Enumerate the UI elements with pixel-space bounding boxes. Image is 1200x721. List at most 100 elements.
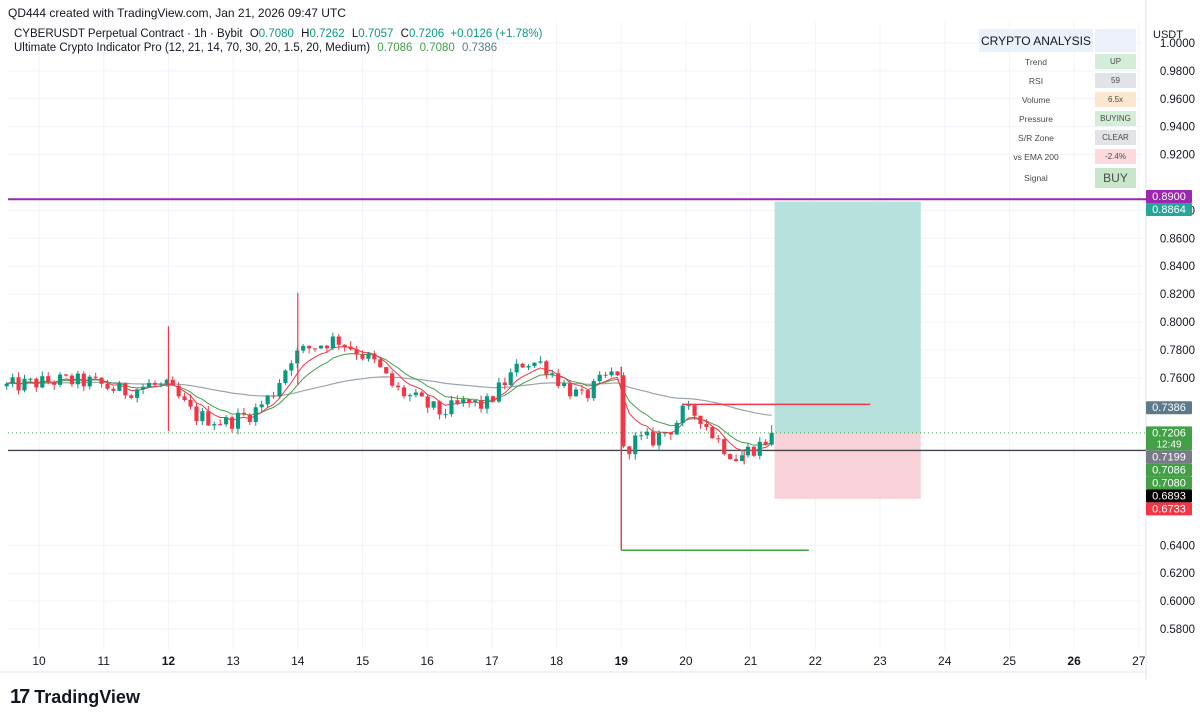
price-label-text: 0.8864 <box>1152 204 1186 216</box>
candle-body <box>75 373 80 385</box>
candle-body <box>360 354 365 359</box>
candle-body <box>57 374 63 385</box>
table-row-value: CLEAR <box>1095 130 1136 145</box>
candle-body <box>603 374 608 376</box>
candle-body <box>633 435 638 455</box>
legend-open: 0.7080 <box>258 28 294 40</box>
x-tick-label: 20 <box>679 654 693 668</box>
chart-grid <box>0 0 1147 680</box>
table-row: RSI 59 <box>979 71 1136 90</box>
table-row: vs EMA 200 -2.4% <box>979 147 1136 166</box>
x-tick-label: 13 <box>226 654 240 668</box>
price-label: 0.7080 <box>1146 476 1192 490</box>
candle-body <box>401 387 407 397</box>
y-tick-label: 0.5800 <box>1160 624 1195 636</box>
price-label-bg <box>1146 489 1192 503</box>
price-label-text: 0.7080 <box>1152 477 1186 489</box>
candle-body <box>769 432 774 445</box>
legend-high-label: H <box>301 28 310 40</box>
candle-body <box>728 454 733 460</box>
axis-unit[interactable]: USDT <box>1153 29 1183 41</box>
candle-body <box>413 392 418 396</box>
candle-body <box>627 446 632 455</box>
table-row-label: vs EMA 200 <box>1013 151 1059 162</box>
price-label: 0.7199 <box>1146 450 1192 464</box>
x-tick-label: 27 <box>1132 654 1146 668</box>
legend-high: 0.7262 <box>309 28 345 40</box>
tradingview-logo[interactable]: 17 TradingView <box>10 686 140 709</box>
table-row: S/R Zone CLEAR <box>979 128 1136 147</box>
candle-body <box>69 375 75 385</box>
candle-body <box>271 395 276 397</box>
legend-indicator-row[interactable]: Ultimate Crypto Indicator Pro (12, 21, 1… <box>14 42 497 54</box>
candle-body <box>520 363 525 368</box>
candle-body <box>330 336 335 349</box>
candle-body <box>283 370 288 383</box>
table-row-label: Pressure <box>1018 113 1053 124</box>
tradingview-logo-text: TradingView <box>34 687 140 707</box>
price-label: 0.6733 <box>1146 502 1192 516</box>
candle-body <box>639 435 644 437</box>
y-tick-label: 0.9600 <box>1160 94 1195 106</box>
price-label-bg <box>1146 450 1192 464</box>
candle-body <box>550 373 555 375</box>
candle-body <box>508 372 513 386</box>
price-label-bg <box>1146 202 1192 216</box>
y-axis: 1.00000.98000.96000.94000.92000.88000.86… <box>1160 38 1195 636</box>
legend-open-label: O <box>249 28 259 40</box>
candle-body <box>431 401 436 408</box>
candle-body <box>502 382 507 386</box>
rays <box>620 366 871 551</box>
legend-ind-v3: 0.7386 <box>462 42 498 54</box>
legend-symbol: CYBERUSDT Perpetual Contract · 1h · Bybi… <box>14 28 243 40</box>
candle-body <box>87 376 92 387</box>
y-tick-label: 0.8200 <box>1160 289 1195 301</box>
table-row-label: RSI <box>1028 75 1044 86</box>
candle-body <box>680 405 685 423</box>
candle-body <box>229 417 235 429</box>
candle-body <box>710 426 715 439</box>
candle-body <box>63 374 69 376</box>
x-tick-label: 14 <box>291 654 305 668</box>
y-tick-label: 0.8400 <box>1160 261 1195 273</box>
price-label-text: 0.6893 <box>1152 490 1186 502</box>
table-row-value: BUYING <box>1095 111 1136 126</box>
table-row-value: 59 <box>1095 73 1136 88</box>
candle-body <box>105 383 110 389</box>
candle-body <box>111 388 116 391</box>
table-row-label: Volume <box>1021 94 1051 105</box>
table-row: Volume 6.5x <box>979 90 1136 109</box>
candle-body <box>16 377 21 391</box>
candle-body <box>224 417 229 425</box>
candle-body <box>621 375 626 447</box>
candle-body <box>567 383 573 397</box>
candle-body <box>247 414 252 423</box>
y-tick-label: 0.8000 <box>1160 317 1195 329</box>
y-tick-label: 0.7600 <box>1160 373 1195 385</box>
candle-body <box>235 412 241 429</box>
candle-body <box>307 345 312 349</box>
table-row: Trend UP <box>979 52 1136 71</box>
legend-indicator: Ultimate Crypto Indicator Pro (12, 21, 1… <box>14 42 371 54</box>
candle-body <box>188 399 193 407</box>
candle-body <box>135 389 140 398</box>
candle-body <box>152 382 158 385</box>
x-tick-label: 16 <box>421 654 435 668</box>
candle-body <box>277 382 282 397</box>
candle-body <box>81 373 86 387</box>
candle-body <box>437 401 442 415</box>
ema200-line <box>6 376 772 416</box>
candle-body <box>158 383 163 385</box>
table-title-pad <box>1095 29 1136 52</box>
candle-body <box>146 382 152 387</box>
candle-body <box>585 390 590 399</box>
legend-symbol-row: CYBERUSDT Perpetual Contract · 1h · Bybi… <box>14 28 542 40</box>
candle-body <box>490 396 496 402</box>
candle-body <box>407 395 413 397</box>
candle-body <box>668 432 673 435</box>
candle-body <box>336 336 341 345</box>
candle-body <box>265 395 270 405</box>
price-label-text: 0.8900 <box>1152 191 1186 203</box>
candle-body <box>473 400 478 403</box>
